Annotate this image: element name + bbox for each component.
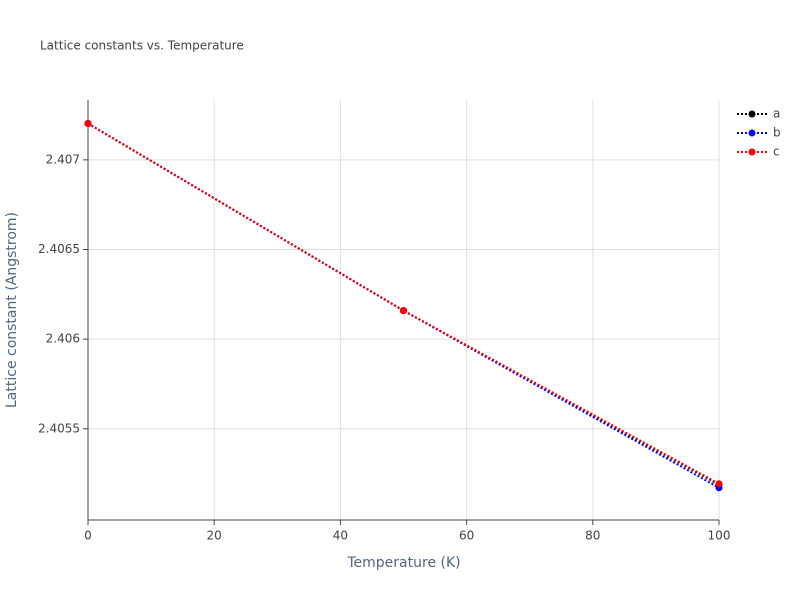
y-axis-title: Lattice constant (Angstrom) [4,212,20,408]
x-tick-label: 80 [585,529,600,543]
legend-marker [748,110,756,118]
chart-title: Lattice constants vs. Temperature [40,39,244,53]
legend-label: a [773,107,780,121]
x-tick-label: 60 [459,529,474,543]
y-tick-label: 2.407 [46,152,80,166]
point [400,307,407,315]
point [715,480,723,488]
y-tick-label: 2.4065 [38,242,80,256]
legend-marker [748,148,756,156]
legend-label: b [773,126,781,140]
series-line [87,122,720,489]
x-tick-label: 100 [708,529,731,543]
x-tick-label: 40 [333,529,348,543]
legend-label: c [773,145,780,159]
legend-marker [748,129,756,137]
x-tick-label: 0 [84,529,92,543]
x-axis-title: Temperature (K) [346,555,460,571]
y-tick-label: 2.4055 [38,421,80,435]
y-tick-label: 2.406 [46,332,80,346]
x-tick-label: 20 [207,529,222,543]
point [84,119,92,127]
